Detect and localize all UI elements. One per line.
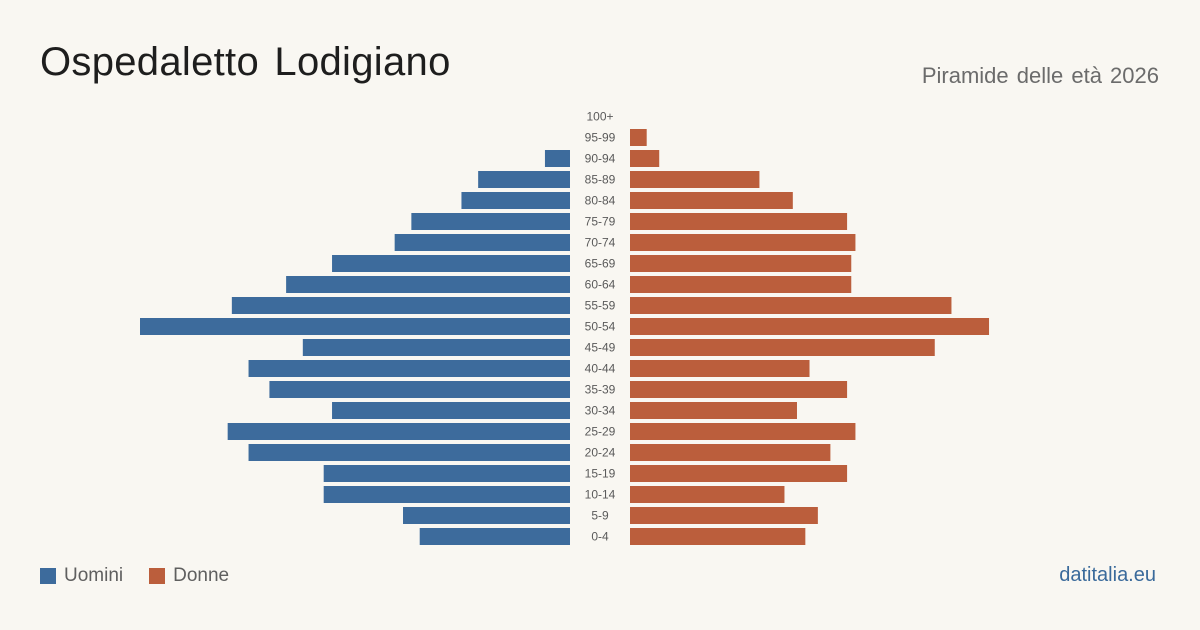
age-label-10-14: 10-14: [585, 488, 616, 502]
bar-women-85-89[interactable]: [630, 171, 760, 188]
bar-men-60-64[interactable]: [286, 276, 570, 293]
bar-men-70-74[interactable]: [394, 234, 570, 251]
age-label-70-74: 70-74: [585, 236, 616, 250]
bar-women-55-59[interactable]: [630, 297, 952, 314]
bar-women-65-69[interactable]: [630, 255, 852, 272]
legend: Uomini Donne: [40, 565, 255, 587]
bar-men-90-94[interactable]: [544, 150, 570, 167]
age-label-75-79: 75-79: [585, 215, 616, 229]
age-label-20-24: 20-24: [585, 446, 616, 460]
bar-men-45-49[interactable]: [302, 339, 570, 356]
bar-women-25-29[interactable]: [630, 423, 856, 440]
bar-men-85-89[interactable]: [478, 171, 570, 188]
bar-women-75-79[interactable]: [630, 213, 848, 230]
age-label-50-54: 50-54: [585, 320, 616, 334]
bar-women-30-34[interactable]: [630, 402, 797, 419]
bar-men-25-29[interactable]: [227, 423, 570, 440]
bar-women-5-9[interactable]: [630, 507, 818, 524]
legend-item-men[interactable]: Uomini: [40, 565, 123, 587]
bar-men-80-84[interactable]: [461, 192, 570, 209]
bar-women-20-24[interactable]: [630, 444, 831, 461]
bar-women-80-84[interactable]: [630, 192, 793, 209]
bar-men-5-9[interactable]: [403, 507, 570, 524]
age-label-85-89: 85-89: [585, 173, 616, 187]
bar-men-40-44[interactable]: [248, 360, 570, 377]
age-label-90-94: 90-94: [585, 152, 616, 166]
bar-women-0-4[interactable]: [630, 528, 806, 545]
age-label-15-19: 15-19: [585, 467, 616, 481]
brand-link[interactable]: datitalia.eu: [1059, 564, 1156, 586]
age-label-55-59: 55-59: [585, 299, 616, 313]
legend-swatch-men: [40, 568, 56, 584]
bar-men-65-69[interactable]: [332, 255, 570, 272]
legend-label-men: Uomini: [64, 565, 124, 586]
bar-women-10-14[interactable]: [630, 486, 785, 503]
bar-women-70-74[interactable]: [630, 234, 856, 251]
bar-men-35-39[interactable]: [269, 381, 570, 398]
age-label-40-44: 40-44: [585, 362, 616, 376]
age-label-5-9: 5-9: [591, 509, 609, 523]
bar-men-10-14[interactable]: [323, 486, 570, 503]
bar-women-50-54[interactable]: [630, 318, 990, 335]
legend-item-women[interactable]: Donne: [149, 565, 229, 587]
legend-label-women: Donne: [173, 565, 230, 586]
age-label-65-69: 65-69: [585, 257, 616, 271]
bar-men-50-54[interactable]: [140, 318, 570, 335]
age-label-0-4: 0-4: [591, 530, 609, 544]
bar-women-95-99[interactable]: [630, 129, 647, 146]
bar-men-0-4[interactable]: [419, 528, 570, 545]
age-label-80-84: 80-84: [585, 194, 616, 208]
age-label-100+: 100+: [586, 110, 613, 124]
bar-men-55-59[interactable]: [231, 297, 570, 314]
bar-women-90-94[interactable]: [630, 150, 660, 167]
bar-men-30-34[interactable]: [332, 402, 570, 419]
bar-men-15-19[interactable]: [323, 465, 570, 482]
bar-men-20-24[interactable]: [248, 444, 570, 461]
age-label-30-34: 30-34: [585, 404, 616, 418]
age-label-35-39: 35-39: [585, 383, 616, 397]
age-label-45-49: 45-49: [585, 341, 616, 355]
bar-women-60-64[interactable]: [630, 276, 852, 293]
legend-swatch-women: [149, 568, 166, 584]
age-label-25-29: 25-29: [585, 425, 616, 439]
age-label-95-99: 95-99: [585, 131, 616, 145]
age-label-60-64: 60-64: [585, 278, 616, 292]
bar-women-15-19[interactable]: [630, 465, 848, 482]
bar-women-40-44[interactable]: [630, 360, 810, 377]
bar-men-75-79[interactable]: [411, 213, 570, 230]
bar-women-35-39[interactable]: [630, 381, 848, 398]
chart-subtitle: Piramide delle età 2026: [921, 63, 1159, 88]
bar-women-45-49[interactable]: [630, 339, 935, 356]
page-title: Ospedaletto Lodigiano: [40, 40, 451, 84]
